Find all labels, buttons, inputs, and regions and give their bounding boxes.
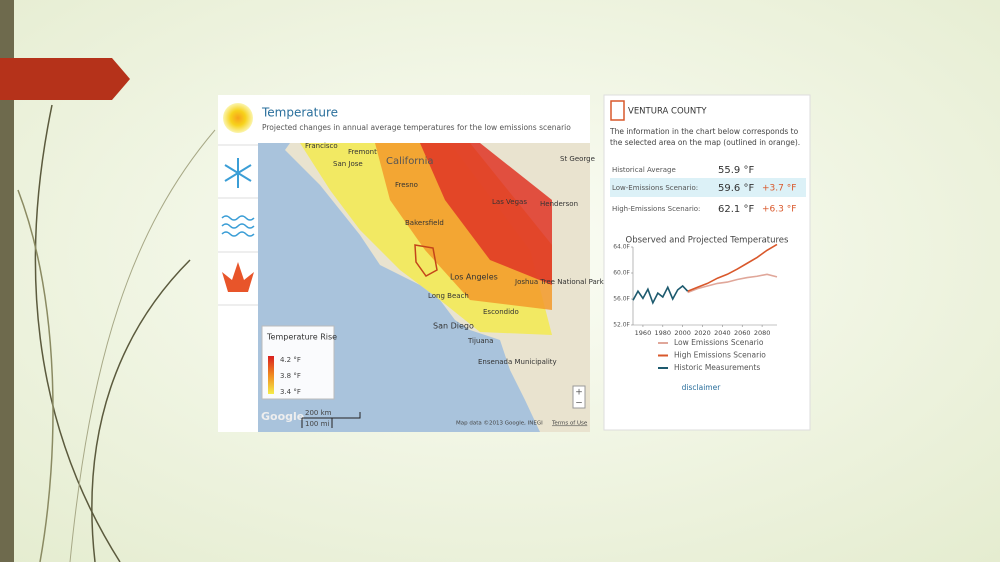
legend-label: 4.2 °F <box>280 356 301 364</box>
terms-link[interactable]: Terms of Use <box>551 421 588 427</box>
x-tick-label: 1960 <box>635 329 652 337</box>
series-line <box>687 273 778 294</box>
place: Las Vegas <box>492 198 527 206</box>
map-title: Temperature <box>261 106 338 120</box>
y-tick-label: 60.0F <box>613 270 630 277</box>
x-tick-label: 2020 <box>694 329 711 337</box>
snow-icon[interactable] <box>224 158 252 188</box>
arrow <box>0 58 130 100</box>
series-line <box>632 284 689 305</box>
x-tick-label: 2040 <box>714 329 731 337</box>
description-box: The information in the chart below corre… <box>610 127 801 147</box>
y-tick-label: 52.0F <box>613 322 630 329</box>
zoom-control[interactable] <box>572 385 586 409</box>
map-panel: Temperature Projected changes in annual … <box>218 95 605 432</box>
place: San Diego <box>433 322 474 331</box>
fire-icon[interactable] <box>222 262 254 292</box>
place: San Jose <box>333 160 363 168</box>
decor-curves <box>17 104 216 562</box>
place: Long Beach <box>428 292 469 300</box>
zoom-in[interactable]: + <box>575 388 583 398</box>
row-label: Low-Emissions Scenario: <box>612 184 698 192</box>
place: Fremont <box>348 148 377 156</box>
scale-bar <box>301 412 361 428</box>
legend-label: Low Emissions Scenario <box>674 338 764 347</box>
place: Francisco <box>305 142 338 150</box>
place: Ensenada Municipality <box>478 358 557 366</box>
water-icon[interactable] <box>221 215 255 237</box>
chart-title: Observed and Projected Temperatures <box>626 236 790 246</box>
y-tick-label: 56.0F <box>613 296 630 303</box>
y-tick-label: 64.0F <box>613 244 630 251</box>
x-tick-label: 2000 <box>674 329 691 337</box>
description: The information in the chart below corre… <box>610 127 801 147</box>
place: Fresno <box>395 181 418 189</box>
row-label: Historical Average <box>612 166 676 174</box>
row-highlight <box>610 178 806 197</box>
row-change: +3.7 °F <box>762 184 796 194</box>
county-swatch <box>610 100 625 121</box>
place: Tijuana <box>467 337 493 345</box>
side-bar <box>0 0 14 562</box>
x-tick-label: 2060 <box>734 329 751 337</box>
heat-high <box>420 143 552 285</box>
map: Francisco Fremont San Jose California Fr… <box>258 142 605 432</box>
info-panel: VENTURA COUNTY The information in the ch… <box>603 94 811 431</box>
row-change: +6.3 °F <box>762 205 796 215</box>
map-subtitle: Projected changes in annual average temp… <box>262 123 571 132</box>
place: California <box>386 156 434 167</box>
county-name: VENTURA COUNTY <box>628 107 707 117</box>
sun-icon[interactable] <box>223 103 253 133</box>
legend-title: Temperature Rise <box>266 333 337 342</box>
legend-label: Historic Measurements <box>674 363 760 372</box>
place: Escondido <box>483 308 519 316</box>
icon-column <box>218 144 258 306</box>
place: Los Angeles <box>450 273 498 282</box>
legend-label: High Emissions Scenario <box>674 351 766 360</box>
x-tick-label: 2080 <box>754 329 771 337</box>
legend-label: 3.8 °F <box>280 372 301 380</box>
scale-label: 100 mi <box>305 420 329 428</box>
disclaimer-link[interactable]: disclaimer <box>682 383 722 392</box>
row-label: High-Emissions Scenario: <box>612 205 700 213</box>
row-value: 62.1 °F <box>718 204 754 215</box>
scale-label: 200 km <box>305 409 332 417</box>
place: St George <box>560 155 595 163</box>
place: Henderson <box>540 200 578 208</box>
zoom-out[interactable]: − <box>575 399 583 409</box>
series-line <box>687 243 778 292</box>
legend-label: 3.4 °F <box>280 388 301 396</box>
row-value: 59.6 °F <box>718 183 754 194</box>
logo: Google <box>261 410 304 423</box>
attribution: Map data ©2013 Google, INEGI <box>456 420 543 427</box>
legend-ramp <box>268 356 274 394</box>
ventura-outline[interactable] <box>414 244 438 277</box>
row-value: 55.9 °F <box>718 165 754 176</box>
place: Joshua Tree National Park <box>514 278 605 286</box>
place: Bakersfield <box>405 219 444 227</box>
panel-bg <box>603 94 811 431</box>
heat-mid <box>375 143 552 310</box>
x-tick-label: 1980 <box>655 329 672 337</box>
